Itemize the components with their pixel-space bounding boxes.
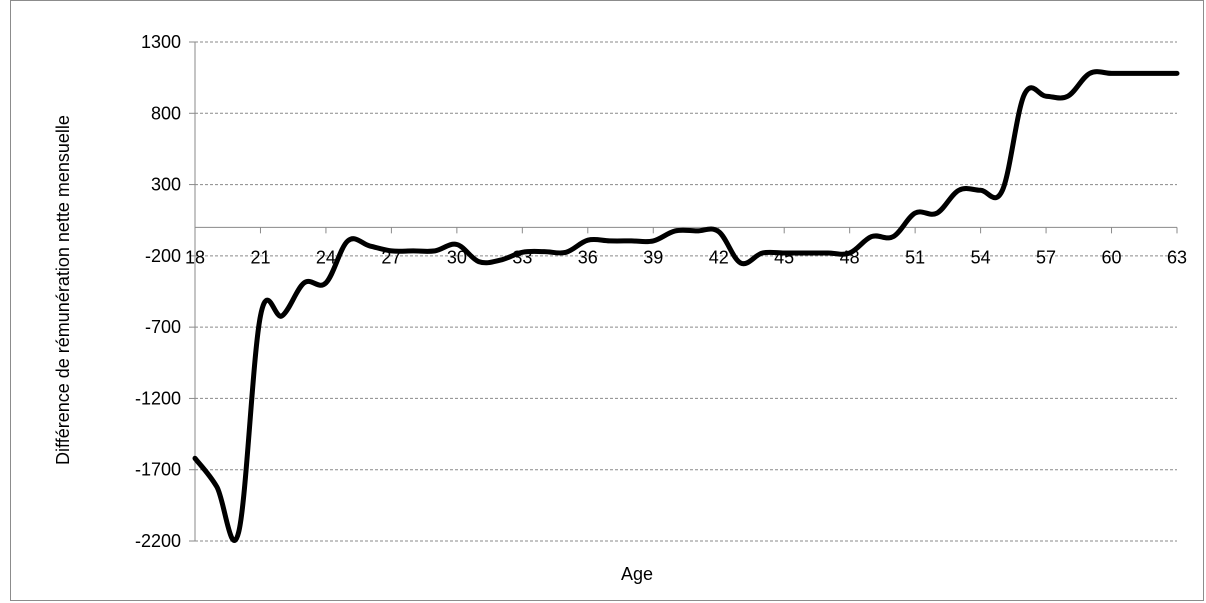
x-tick-label: 57 bbox=[1036, 247, 1056, 267]
x-tick-label: 54 bbox=[971, 247, 991, 267]
x-tick-label: 21 bbox=[250, 247, 270, 267]
y-tick-label: -2200 bbox=[135, 531, 181, 551]
x-tick-label: 51 bbox=[905, 247, 925, 267]
chart-frame bbox=[10, 0, 1204, 601]
y-tick-label: -1700 bbox=[135, 460, 181, 480]
gridlines bbox=[195, 41, 1177, 542]
x-tick-label: 63 bbox=[1167, 247, 1187, 267]
x-tick-label: 30 bbox=[447, 247, 467, 267]
y-axis-title: Différence de rémunération nette mensuel… bbox=[53, 115, 73, 465]
x-tick-label: 36 bbox=[578, 247, 598, 267]
series bbox=[192, 69, 1180, 543]
axes bbox=[189, 41, 1178, 542]
x-tick-label: 60 bbox=[1102, 247, 1122, 267]
y-tick-label: -200 bbox=[145, 246, 181, 266]
y-tick-label: 300 bbox=[151, 175, 181, 195]
x-tick-label: 39 bbox=[643, 247, 663, 267]
y-tick-labels: 1300 800 300 -200 -700 -1200 -1700 -2200 bbox=[135, 32, 181, 551]
y-tick-label: -1200 bbox=[135, 388, 181, 408]
x-tick-label: 42 bbox=[709, 247, 729, 267]
y-tick-label: 800 bbox=[151, 103, 181, 123]
x-tick-label: 18 bbox=[185, 247, 205, 267]
x-tick-label: 24 bbox=[316, 247, 336, 267]
series-line bbox=[192, 69, 1180, 543]
y-tick-label: -700 bbox=[145, 317, 181, 337]
y-tick-label: 1300 bbox=[141, 32, 181, 52]
x-axis-title: Age bbox=[621, 564, 653, 584]
